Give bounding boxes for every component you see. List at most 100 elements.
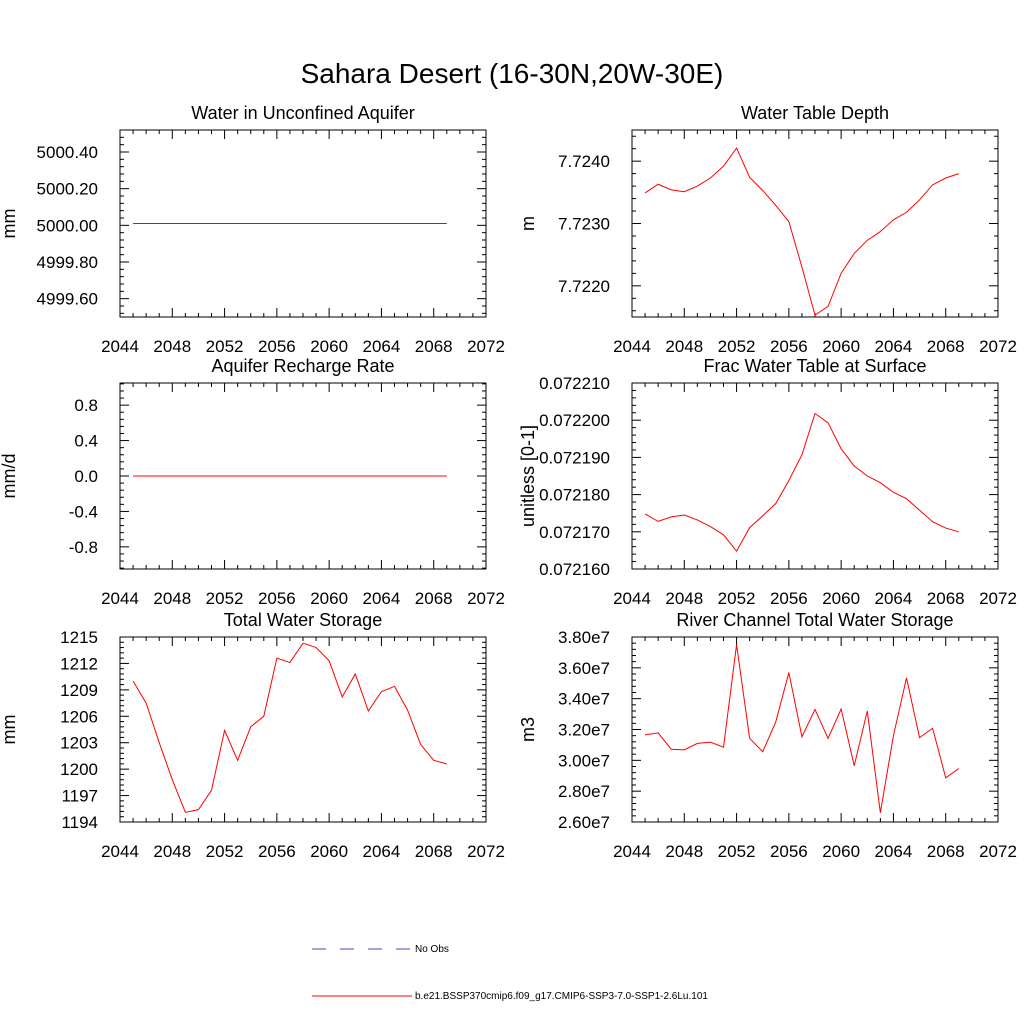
y-tick-label: 1203 [60, 734, 98, 753]
y-tick-label: 0.4 [74, 432, 98, 451]
x-tick-label: 2056 [770, 842, 808, 861]
x-tick-label: 2052 [718, 337, 756, 356]
x-tick-label: 2056 [258, 842, 296, 861]
x-tick-label: 2060 [310, 337, 348, 356]
x-tick-label: 2056 [770, 589, 808, 608]
y-tick-label: -0.8 [69, 538, 98, 557]
panel-title: Aquifer Recharge Rate [211, 356, 394, 376]
series-line-1 [644, 644, 960, 813]
chart-panel-5: Total Water Storage 2044 2048 2052 2056 2060 2… [0, 610, 505, 861]
x-tick-label: 2068 [927, 842, 965, 861]
chart-panel-1: Water in Unconfined Aquifer 2044 2048 2052 2… [0, 103, 505, 356]
x-tick-label: 2048 [153, 589, 191, 608]
x-tick-label: 2064 [875, 842, 913, 861]
x-tick-label: 2068 [927, 337, 965, 356]
y-tick-label: 5000.00 [37, 216, 98, 235]
x-tick-label: 2048 [153, 337, 191, 356]
y-axis-label: unitless [0-1] [518, 425, 538, 527]
x-tick-label: 2044 [101, 842, 139, 861]
y-tick-label: 0.072170 [539, 523, 610, 542]
x-tick-label: 2060 [822, 589, 860, 608]
series-line-1 [132, 642, 447, 813]
y-tick-label: 0.072160 [539, 560, 610, 579]
panel-title: Water Table Depth [741, 103, 889, 123]
y-tick-label: 4999.80 [37, 253, 98, 272]
y-axis-label: m3 [518, 717, 538, 742]
y-tick-label: 0.072190 [539, 448, 610, 467]
y-tick-label: 7.7240 [558, 152, 610, 171]
y-tick-label: -0.4 [69, 502, 98, 521]
y-tick-label: 3.00e7 [558, 751, 610, 770]
y-tick-label: 1200 [60, 760, 98, 779]
x-tick-label: 2044 [613, 589, 651, 608]
chart-panel-2: Water Table Depth 2044 2048 2052 2056 2060 206… [518, 103, 1017, 356]
panels: Water in Unconfined Aquifer 2044 2048 2052 2… [0, 103, 1017, 861]
y-axis-label: mm/d [0, 454, 19, 499]
y-tick-label: 0.8 [74, 396, 98, 415]
chart-panel-4: Frac Water Table at Surface 2044 2048 2052 2… [518, 356, 1017, 608]
series-line-1 [644, 412, 959, 553]
series-line-1 [644, 147, 959, 316]
y-tick-label: 2.60e7 [558, 813, 610, 832]
x-tick-label: 2064 [875, 337, 913, 356]
x-tick-label: 2068 [415, 337, 453, 356]
y-tick-label: 1212 [60, 654, 98, 673]
y-tick-label: 7.7220 [558, 277, 610, 296]
x-tick-label: 2048 [665, 337, 703, 356]
x-tick-label: 2060 [310, 842, 348, 861]
legend-label-no-obs: No Obs [415, 944, 449, 955]
x-tick-label: 2056 [258, 337, 296, 356]
y-tick-label: 5000.20 [37, 180, 98, 199]
y-tick-label: 1197 [61, 787, 98, 806]
y-tick-label: 2.80e7 [558, 782, 610, 801]
x-tick-label: 2060 [822, 337, 860, 356]
x-tick-label: 2060 [310, 589, 348, 608]
x-tick-label: 2048 [153, 842, 191, 861]
y-tick-label: 5000.40 [37, 143, 98, 162]
y-tick-label: 0.072180 [539, 486, 610, 505]
figure-title: Sahara Desert (16-30N,20W-30E) [301, 58, 724, 89]
chart-panel-3: Aquifer Recharge Rate 2044 2048 2052 2056 206… [0, 356, 505, 608]
x-tick-label: 2060 [822, 842, 860, 861]
x-tick-label: 2044 [101, 589, 139, 608]
y-axis-label: mm [0, 209, 19, 239]
y-tick-label: 0.0 [74, 467, 98, 486]
x-tick-label: 2072 [467, 842, 505, 861]
y-axis-label: mm [0, 715, 19, 745]
x-tick-label: 2052 [718, 842, 756, 861]
panel-title: Water in Unconfined Aquifer [191, 103, 414, 123]
y-tick-label: 1194 [61, 813, 98, 832]
x-tick-label: 2068 [415, 842, 453, 861]
x-tick-label: 2044 [613, 842, 651, 861]
x-tick-label: 2052 [206, 337, 244, 356]
x-tick-label: 2048 [665, 589, 703, 608]
x-tick-label: 2056 [258, 589, 296, 608]
y-tick-label: 1209 [60, 681, 98, 700]
x-tick-label: 2052 [718, 589, 756, 608]
panel-title: Total Water Storage [224, 610, 382, 630]
x-tick-label: 2072 [467, 589, 505, 608]
y-axis-label: m [518, 216, 538, 231]
legend: No Obs b.e21.BSSP370cmip6.f09_g17.CMIP6-… [312, 944, 708, 1002]
y-tick-label: 3.40e7 [558, 690, 610, 709]
y-tick-label: 0.072210 [539, 374, 610, 393]
x-tick-label: 2064 [363, 589, 401, 608]
x-tick-label: 2072 [979, 337, 1017, 356]
x-tick-label: 2052 [206, 589, 244, 608]
y-tick-label: 4999.60 [37, 290, 98, 309]
x-tick-label: 2044 [101, 337, 139, 356]
x-tick-label: 2068 [415, 589, 453, 608]
chart-panel-6: River Channel Total Water Storage 2044 204… [518, 610, 1017, 861]
x-tick-label: 2072 [979, 842, 1017, 861]
x-tick-label: 2064 [363, 842, 401, 861]
panel-title: River Channel Total Water Storage [676, 610, 953, 630]
x-tick-label: 2068 [927, 589, 965, 608]
x-tick-label: 2064 [363, 337, 401, 356]
y-tick-label: 3.60e7 [558, 659, 610, 678]
y-tick-label: 3.20e7 [558, 721, 610, 740]
x-tick-label: 2044 [613, 337, 651, 356]
x-tick-label: 2048 [665, 842, 703, 861]
y-tick-label: 1206 [60, 707, 98, 726]
